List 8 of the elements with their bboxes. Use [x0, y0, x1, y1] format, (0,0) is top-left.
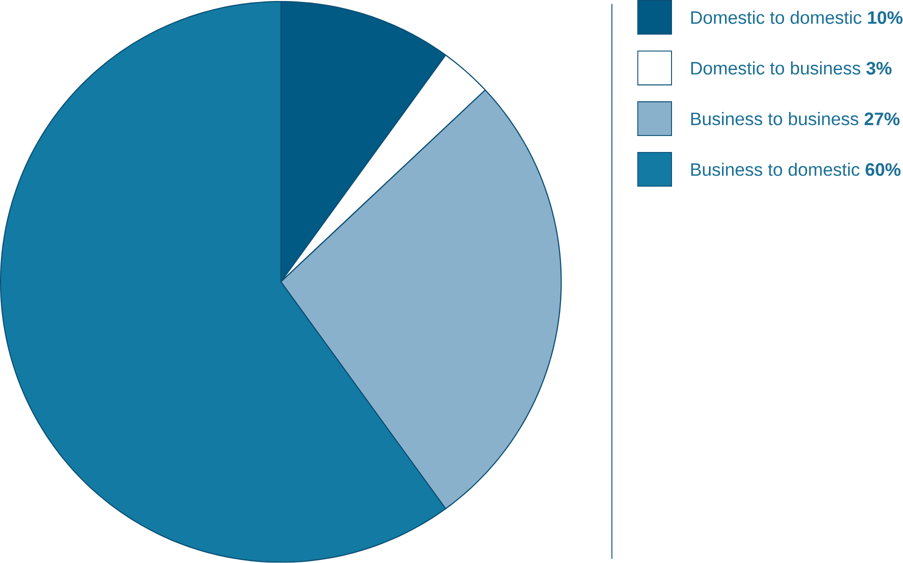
data-label: 27% [864, 112, 900, 126]
legend-label: Domestic to domestic [691, 10, 862, 24]
data-label: 60% [866, 163, 901, 176]
data-label: 3% [866, 62, 892, 75]
legend-label: Domestic to business [691, 61, 860, 75]
legend-label: Business to domestic [691, 162, 860, 176]
legend-label: Business to business [691, 112, 858, 126]
data-label: 10% [868, 11, 903, 24]
